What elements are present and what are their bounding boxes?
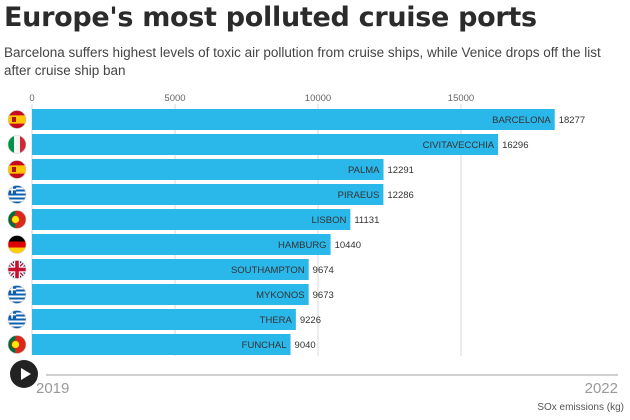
greece-flag-icon: [8, 310, 26, 329]
bar-value-label: 12291: [388, 165, 414, 176]
bar[interactable]: [32, 234, 331, 255]
bar-category-label: PALMA: [348, 165, 380, 176]
play-button[interactable]: [10, 360, 38, 388]
bar-value-label: 18277: [559, 115, 585, 126]
greece-flag-icon: [8, 185, 26, 204]
bar[interactable]: [32, 159, 384, 180]
bar[interactable]: [32, 309, 296, 330]
bar-value-label: 12286: [387, 190, 413, 201]
bar[interactable]: [32, 259, 309, 280]
bar-category-label: BARCELONA: [492, 115, 551, 126]
bar-value-label: 9674: [313, 265, 334, 276]
greece-flag-icon: [8, 285, 26, 304]
flag-outline: [7, 310, 27, 329]
x-tick-label: 15000: [448, 93, 474, 104]
units-note: SOx emissions (kg): [537, 402, 624, 413]
bar-category-label: MYKONOS: [256, 290, 305, 301]
flag-outline: [7, 110, 27, 129]
bar-value-label: 9226: [300, 315, 321, 326]
bar[interactable]: [32, 284, 309, 305]
flag-outline: [7, 160, 27, 179]
bar-value-label: 9040: [295, 340, 316, 351]
chart-title: Europe's most polluted cruise ports: [4, 2, 537, 33]
flag-outline: [7, 185, 27, 204]
uk-flag-icon: [8, 260, 26, 279]
timeline-end-label: 2022: [584, 380, 618, 397]
flag-outline: [7, 285, 27, 304]
bar[interactable]: [32, 184, 384, 205]
chart-subtitle: Barcelona suffers highest levels of toxi…: [4, 45, 601, 78]
portugal-flag-icon: [8, 335, 26, 354]
bar-category-label: HAMBURG: [278, 240, 327, 251]
bar-category-label: THERA: [260, 315, 293, 326]
bar[interactable]: [32, 134, 499, 155]
flag-outline: [7, 210, 27, 229]
flag-outline: [7, 260, 27, 279]
bar-category-label: LISBON: [311, 215, 346, 226]
bar[interactable]: [32, 334, 291, 355]
bar-category-label: FUNCHAL: [242, 340, 287, 351]
x-tick-label: 10000: [305, 93, 331, 104]
germany-flag-icon: [8, 235, 26, 254]
bar-value-label: 11131: [354, 215, 379, 226]
flag-outline: [7, 335, 27, 354]
bar-value-label: 10440: [335, 240, 361, 251]
spain-flag-icon: [8, 110, 26, 129]
bar-category-label: CIVITAVECCHIA: [423, 140, 495, 151]
x-tick-label: 5000: [164, 93, 185, 104]
flag-outline: [7, 135, 27, 154]
timeline-slider[interactable]: [46, 374, 618, 376]
bar-value-label: 9673: [313, 290, 334, 301]
timeline-start-label: 2019: [36, 380, 70, 397]
bar-value-label: 16296: [502, 140, 528, 151]
flag-outline: [7, 235, 27, 254]
italy-flag-icon: [8, 135, 26, 154]
bar-category-label: SOUTHAMPTON: [231, 265, 305, 276]
spain-flag-icon: [8, 160, 26, 179]
bar[interactable]: [32, 109, 555, 130]
x-tick-label: 0: [29, 93, 34, 104]
bar-category-label: PIRAEUS: [338, 190, 380, 201]
portugal-flag-icon: [8, 210, 26, 229]
bar[interactable]: [32, 209, 351, 230]
